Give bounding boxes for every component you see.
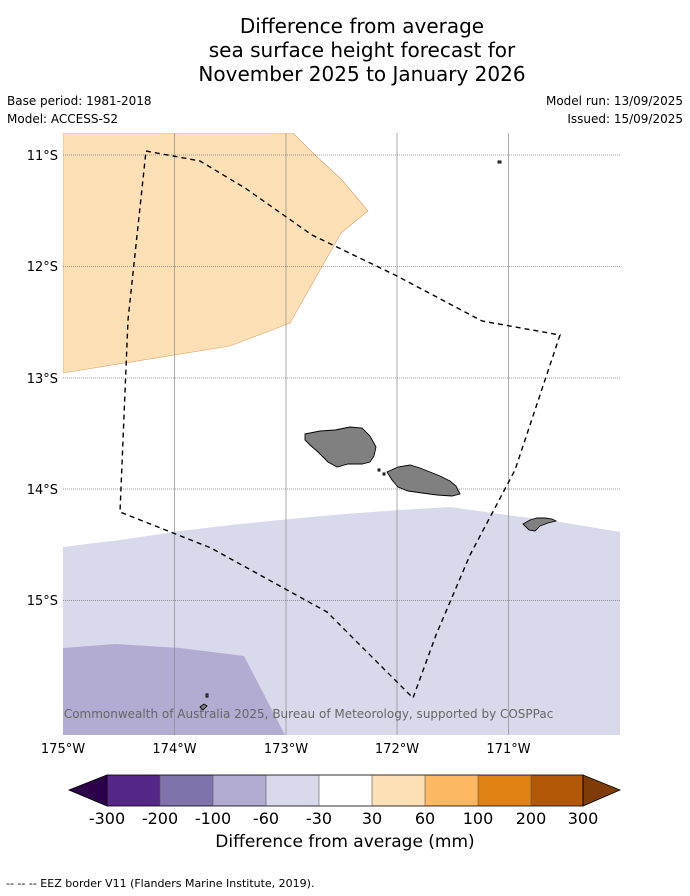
lat-label-11s: 11°S bbox=[27, 149, 58, 164]
colorbar-swatch-1 bbox=[107, 775, 160, 806]
colorbar-tick-7: 100 bbox=[463, 809, 494, 828]
colorbar-swatch-4 bbox=[266, 775, 319, 806]
colorbar-tick-2: -100 bbox=[195, 809, 231, 828]
map-area: © Commonwealth of Australia 2025, Bureau… bbox=[48, 133, 620, 735]
chart-title: Difference from average sea surface heig… bbox=[0, 14, 690, 86]
colorbar-swatch-9 bbox=[531, 775, 583, 806]
colorbar-extend-high bbox=[582, 774, 622, 807]
lon-axis-labels: 175°W 174°W 173°W 172°W 171°W bbox=[41, 742, 531, 757]
lon-label-172w: 172°W bbox=[375, 742, 419, 757]
gridlines bbox=[174, 133, 509, 735]
colorbar-title: Difference from average (mm) bbox=[215, 832, 475, 852]
island-small-north bbox=[497, 160, 502, 164]
lat-label-13s: 13°S bbox=[27, 372, 58, 387]
islet-apolima bbox=[382, 472, 386, 476]
lat-axis-labels: 11°S 12°S 13°S 14°S 15°S bbox=[27, 149, 58, 609]
lon-label-175w: 175°W bbox=[41, 742, 85, 757]
title-line-2: sea surface height forecast for bbox=[208, 38, 516, 62]
title-line-1: Difference from average bbox=[239, 14, 485, 38]
land bbox=[199, 160, 558, 711]
base-period-label: Base period: 1981-2018 bbox=[7, 94, 152, 108]
anomaly-region-30-60 bbox=[63, 133, 369, 374]
colorbar-swatch-5 bbox=[319, 775, 372, 806]
colorbar-tick-8: 200 bbox=[516, 809, 547, 828]
colorbar-tick-1: -200 bbox=[142, 809, 178, 828]
colorbar-extend-low bbox=[67, 774, 108, 807]
lon-label-171w: 171°W bbox=[486, 742, 530, 757]
title-line-3: November 2025 to January 2026 bbox=[198, 62, 526, 86]
island-savaii bbox=[304, 426, 377, 468]
colorbar-tick-6: 60 bbox=[415, 809, 435, 828]
colorbar-tick-4: -30 bbox=[306, 809, 332, 828]
eez-border bbox=[119, 150, 561, 700]
lon-label-174w: 174°W bbox=[152, 742, 196, 757]
lat-label-15s: 15°S bbox=[27, 594, 58, 609]
colorbar-swatch-6 bbox=[372, 775, 425, 806]
eez-footnote: -- -- -- EEZ border V11 (Flanders Marine… bbox=[6, 877, 315, 890]
island-tutuila bbox=[522, 517, 558, 532]
colorbar-tick-5: 30 bbox=[362, 809, 382, 828]
colorbar-swatch-2 bbox=[160, 775, 213, 806]
islet-manono bbox=[377, 468, 381, 472]
lat-label-14s: 14°S bbox=[27, 483, 58, 498]
colorbar-tick-0: -300 bbox=[89, 809, 125, 828]
colorbar-tick-9: 300 bbox=[568, 809, 599, 828]
colorbar: -300 -200 -100 -60 -30 30 60 100 200 300 bbox=[67, 774, 622, 828]
lat-label-12s: 12°S bbox=[27, 260, 58, 275]
model-label: Model: ACCESS-S2 bbox=[7, 112, 119, 126]
model-run-label: Model run: 13/09/2025 bbox=[545, 94, 683, 108]
colorbar-tick-3: -60 bbox=[253, 809, 279, 828]
anomaly-region-minus100-minus60 bbox=[63, 644, 285, 735]
colorbar-swatch-8 bbox=[478, 775, 531, 806]
island-upolu bbox=[386, 464, 461, 497]
map-attribution: © Commonwealth of Australia 2025, Bureau… bbox=[48, 707, 553, 721]
island-small-south-2 bbox=[205, 693, 209, 698]
gridlines-lat bbox=[63, 154, 620, 601]
island-small-south bbox=[199, 703, 208, 711]
lon-label-173w: 173°W bbox=[264, 742, 308, 757]
colorbar-swatch-3 bbox=[213, 775, 266, 806]
colorbar-outline bbox=[106, 774, 584, 807]
colorbar-swatch-7 bbox=[425, 775, 478, 806]
issued-label: Issued: 15/09/2025 bbox=[567, 112, 683, 126]
